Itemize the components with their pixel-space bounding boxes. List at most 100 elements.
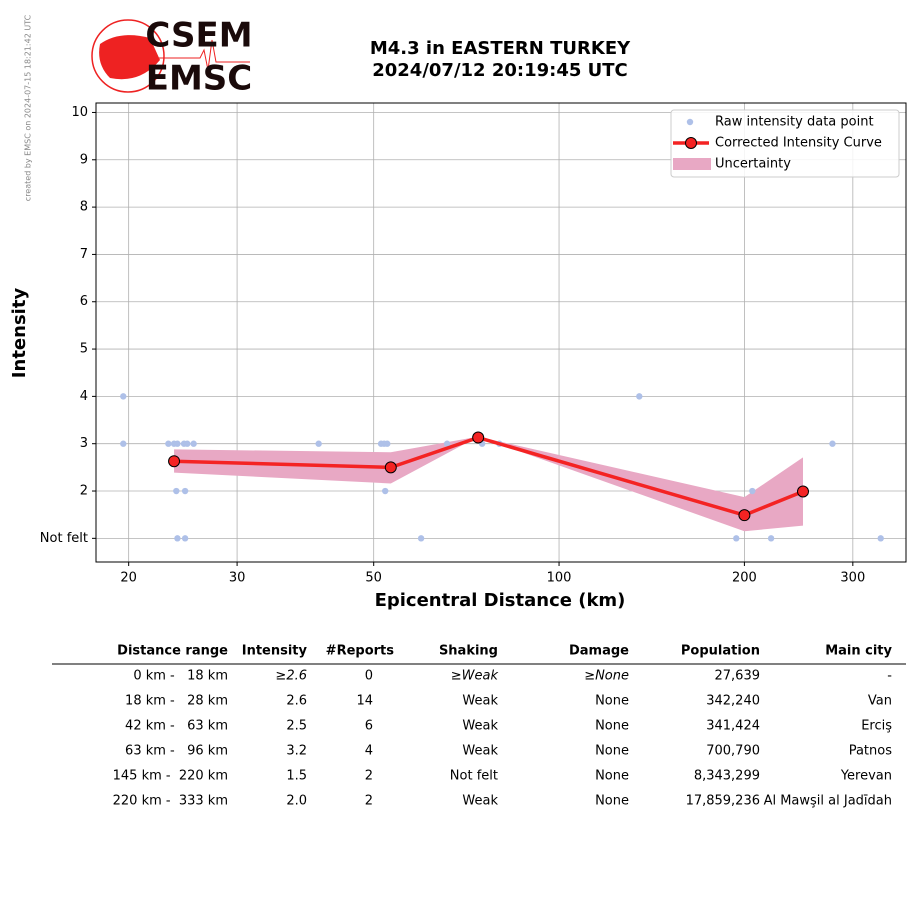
table-cell: None [595,694,629,709]
table-cell: 341,424 [706,719,760,734]
data-point [417,535,425,542]
table-header: Population [681,644,760,659]
table-cell: Weak [462,694,498,709]
table-header: Distance range [117,644,228,659]
data-point [181,487,189,495]
y-tick-label: 3 [80,436,88,451]
table-cell: Weak [462,744,498,759]
table-cell: None [595,744,629,759]
data-point [877,535,884,542]
data-point [181,535,189,542]
y-tick-label: 4 [80,389,88,404]
table-cell: None [595,769,629,784]
table-cell: Weak [462,794,498,809]
legend-label: Uncertainty [715,157,791,172]
y-tick-label: 9 [80,152,88,167]
table-cell: None [595,719,629,734]
table-header: Shaking [439,644,498,659]
table-cell: 2 [365,769,373,784]
data-point [174,535,181,542]
table-cell: 27,639 [715,669,761,684]
data-point [184,440,191,447]
data-point [120,393,127,400]
data-point [174,440,181,447]
data-point [382,487,389,495]
table-cell: 18 km - 28 km [125,694,228,709]
table-cell: 8,343,299 [694,769,760,784]
table-cell: Yerevan [840,769,892,784]
y-tick-label: Not felt [40,531,88,546]
plot: 20 30 50 100 200 300 Not felt 2 3 4 5 6 7 8 9 10 Raw int… [40,102,907,586]
data-point [315,440,322,447]
table: Distance range Intensity #Reports Shaking Da… [52,644,906,809]
table-header: Intensity [242,644,308,659]
table-cell: 2.5 [286,719,307,734]
table-cell: ≥2.6 [275,669,307,684]
data-point [733,535,740,542]
logo-wave [150,39,250,71]
curve-marker [168,455,181,468]
table-cell: 342,240 [706,694,760,709]
logo-text: CSEM [145,16,252,56]
x-tick-label: 300 [840,571,865,586]
legend-label: Raw intensity data point [715,115,874,130]
data-point [443,440,451,447]
logo-text: EMSC [146,59,253,99]
credit: created by EMSC on 2024-07-15 18:21:42 U… [24,14,33,201]
y-tick-label: 8 [80,200,88,215]
data-point [636,393,643,400]
table-cell: 4 [365,744,373,759]
x-tick-label: 100 [547,571,572,586]
y-tick-label: 6 [80,294,88,309]
table-cell: 145 km - 220 km [113,769,228,784]
table-cell: 0 km - 18 km [133,669,228,684]
logo: CSEM EMSC [91,16,253,99]
legend-marker [673,158,711,170]
legend-marker [686,118,694,126]
table-cell: Patnos [849,744,893,759]
table-cell: 0 [365,669,373,684]
table-header: Damage [569,644,629,659]
logo-map [99,35,160,80]
legend-marker [685,137,697,149]
table-cell: 700,790 [706,744,760,759]
table-cell: Van [868,694,892,709]
table-cell: 63 km - 96 km [125,744,228,759]
table-header: Main city [825,644,892,659]
table-cell: 1.5 [286,769,307,784]
legend-box [670,109,900,178]
data-point [165,440,172,447]
table-cell: 14 [356,694,373,709]
legend: Raw intensity data point Corrected Intens… [670,109,900,178]
data-point [190,440,197,447]
x-tick-label: 30 [229,571,246,586]
table-cell: 2.0 [286,794,307,809]
table-cell: 17,859,236 [686,794,760,809]
x-tick-label: 50 [365,571,382,586]
plot-frame [95,102,907,563]
table-cell: ≥Weak [451,669,499,684]
table-cell: None [595,794,629,809]
table-cell: Weak [462,719,498,734]
table-cell: ≥None [584,669,629,684]
table-cell: Al Mawşil al Jadīdah [764,794,892,809]
data-point [384,440,391,447]
table-cell: 2 [365,794,373,809]
table-cell: 42 km - 63 km [125,719,228,734]
logo-ring [91,19,165,93]
table-cell: 220 km - 333 km [113,794,228,809]
table-header: #Reports [326,644,395,659]
table-cell: 3.2 [286,744,307,759]
curve-marker [472,431,485,444]
chart-title: M4.3 in EASTERN TURKEY [370,38,631,59]
y-axis-label: Intensity [9,288,30,379]
y-tick-label: 10 [71,105,88,120]
table-cell: - [887,669,892,684]
x-tick-label: 200 [732,571,757,586]
data-point [120,440,127,447]
curve-marker [384,461,397,474]
x-axis-label: Epicentral Distance (km) [375,590,626,611]
y-tick-label: 7 [80,247,88,262]
data-point [173,487,180,495]
legend-label: Corrected Intensity Curve [715,136,882,151]
